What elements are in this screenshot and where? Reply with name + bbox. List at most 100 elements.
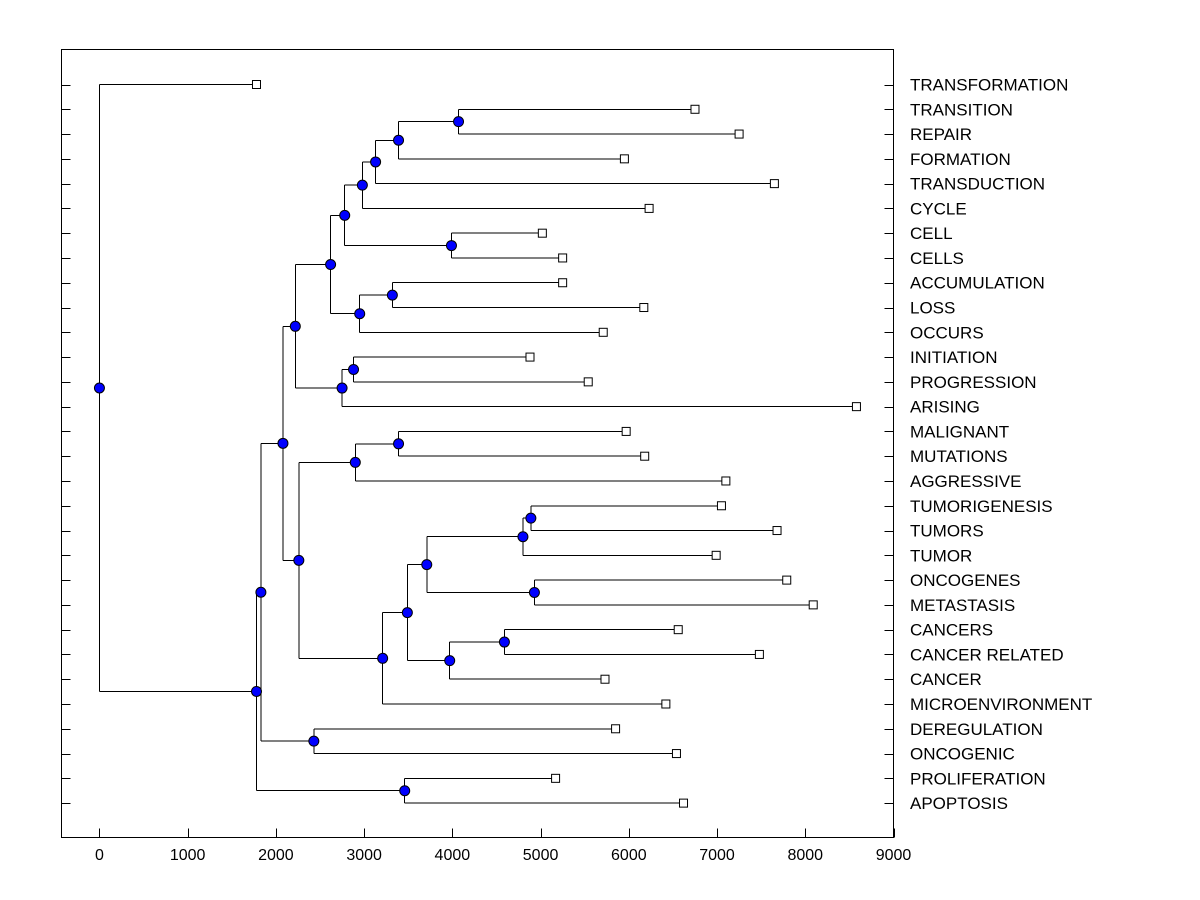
leaf-label: CANCER <box>910 670 982 689</box>
merge-node <box>354 308 366 320</box>
leaf-label: MUTATIONS <box>910 447 1008 466</box>
leaf-marker <box>598 327 608 337</box>
merge-node <box>377 652 389 664</box>
x-tick-label: 4000 <box>435 847 471 864</box>
merge-node <box>255 586 267 598</box>
leaf-marker <box>661 699 671 709</box>
merge-node <box>277 437 289 449</box>
leaf-marker <box>639 303 649 313</box>
leaf-label: TRANSFORMATION <box>910 76 1068 95</box>
merge-node <box>293 554 305 566</box>
merge-node <box>401 607 413 619</box>
leaf-marker <box>711 550 721 560</box>
leaf-label: PROGRESSION <box>910 373 1037 392</box>
merge-node <box>250 685 262 697</box>
leaf-label: AGGRESSIVE <box>910 472 1021 491</box>
merge-node <box>93 382 105 394</box>
leaf-label: CANCERS <box>910 621 993 640</box>
leaf-marker <box>251 80 261 89</box>
leaf-marker <box>558 253 568 263</box>
leaf-marker <box>537 228 547 238</box>
merge-node <box>498 636 510 648</box>
leaf-label: APOPTOSIS <box>910 794 1008 813</box>
tick-marks <box>61 85 895 838</box>
merge-nodes <box>93 116 540 797</box>
x-tick-label: 8000 <box>787 847 823 864</box>
leaf-marker <box>671 749 681 759</box>
leaf-label: METASTASIS <box>910 596 1015 615</box>
leaf-marker <box>734 129 744 139</box>
leaf-label: CYCLE <box>910 199 967 218</box>
x-tick-label: 1000 <box>170 847 206 864</box>
leaf-label: TRANSITION <box>910 100 1013 119</box>
leaf-label: ARISING <box>910 398 980 417</box>
merge-node <box>289 320 301 332</box>
merge-node <box>339 209 351 221</box>
leaf-marker <box>808 600 818 610</box>
leaf-label: ONCOGENIC <box>910 745 1015 764</box>
leaf-marker <box>679 798 689 808</box>
leaf-marker <box>690 104 700 114</box>
leaf-label: LOSS <box>910 299 955 318</box>
merge-node <box>393 134 405 146</box>
plot-frame <box>61 49 894 838</box>
leaf-markers <box>251 80 861 808</box>
leaf-label: ACCUMULATION <box>910 274 1045 293</box>
leaf-label: CANCER RELATED <box>910 645 1064 664</box>
leaf-marker <box>551 773 561 783</box>
leaf-marker <box>583 377 593 387</box>
leaf-labels: TRANSFORMATION TRANSITION REPAIR FORMATION T… <box>910 76 1092 814</box>
x-tick-label: 7000 <box>699 847 735 864</box>
leaf-marker <box>673 625 683 635</box>
merge-node <box>453 116 465 128</box>
leaf-label: TRANSDUCTION <box>910 175 1045 194</box>
leaf-marker <box>644 203 654 213</box>
merge-node <box>336 382 348 394</box>
x-tick-label: 3000 <box>346 847 382 864</box>
leaf-label: MALIGNANT <box>910 422 1009 441</box>
leaf-marker <box>754 649 764 659</box>
merge-node <box>386 289 398 301</box>
leaf-label: DEREGULATION <box>910 720 1043 739</box>
leaf-label: CELL <box>910 224 953 243</box>
leaf-label: TUMOR <box>910 546 972 565</box>
x-tick-label: 2000 <box>258 847 294 864</box>
leaf-marker <box>611 724 621 734</box>
leaf-marker <box>525 352 535 362</box>
merge-node <box>356 179 368 191</box>
leaf-label: PROLIFERATION <box>910 769 1046 788</box>
merge-node <box>399 785 411 797</box>
merge-node <box>517 531 529 543</box>
leaf-label: OCCURS <box>910 323 984 342</box>
leaf-label: INITIATION <box>910 348 998 367</box>
x-axis-tick-labels: 0 1000 2000 3000 4000 5000 6000 7000 8000 9000 <box>95 847 911 864</box>
x-tick-label: 9000 <box>876 847 912 864</box>
leaf-marker <box>769 179 779 189</box>
leaf-label: TUMORIGENESIS <box>910 497 1053 516</box>
merge-node <box>325 259 337 271</box>
leaf-marker <box>640 451 650 461</box>
x-tick-label: 5000 <box>523 847 559 864</box>
leaf-marker <box>621 426 631 436</box>
x-tick-label: 0 <box>95 847 104 864</box>
leaf-label: REPAIR <box>910 125 972 144</box>
merge-node <box>444 655 456 667</box>
leaf-marker <box>600 674 610 684</box>
leaf-marker <box>772 526 782 536</box>
leaf-marker <box>716 501 726 511</box>
merge-node <box>349 456 361 468</box>
merge-node <box>525 512 537 524</box>
leaf-marker <box>851 402 861 412</box>
leaf-marker <box>558 278 568 288</box>
merge-node <box>393 438 405 450</box>
merge-node <box>348 363 360 375</box>
merge-node <box>421 559 433 571</box>
leaf-label: FORMATION <box>910 150 1011 169</box>
merge-node <box>445 240 457 252</box>
leaf-label: TUMORS <box>910 522 984 541</box>
x-tick-label: 6000 <box>611 847 647 864</box>
leaf-marker <box>782 575 792 585</box>
merge-node <box>370 156 382 168</box>
merge-node <box>308 735 320 747</box>
